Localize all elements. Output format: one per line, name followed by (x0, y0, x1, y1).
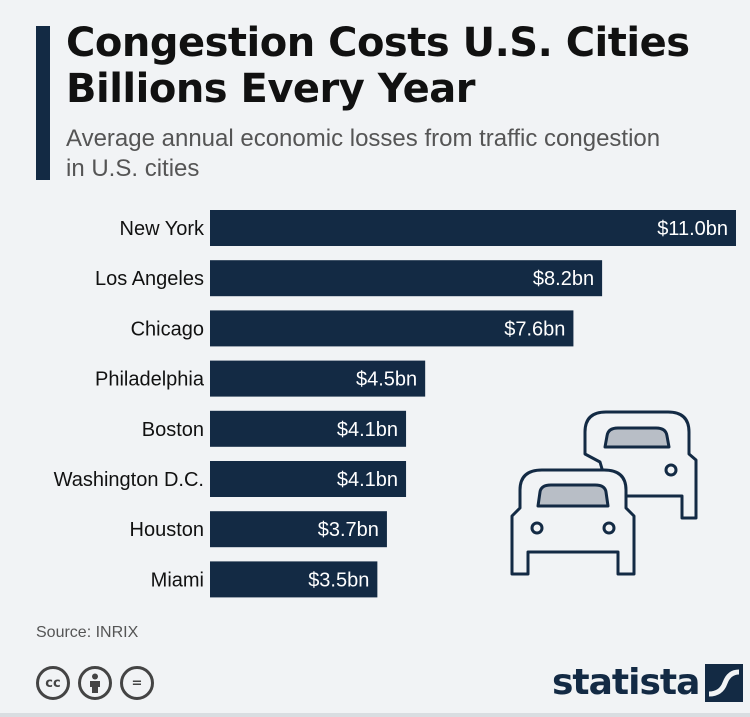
no-derivatives-icon[interactable]: = (120, 666, 154, 700)
data-label: $3.7bn (318, 519, 379, 541)
title-accent-bar (36, 26, 50, 180)
statista-mark-icon (705, 663, 744, 702)
chart-title: Congestion Costs U.S. Cities Billions Ev… (66, 20, 726, 112)
category-label: New York (120, 218, 205, 240)
category-label: Chicago (131, 318, 204, 340)
category-label: Boston (142, 419, 204, 441)
data-label: $11.0bn (657, 218, 728, 240)
title-line-1: Congestion Costs U.S. Cities (66, 20, 690, 66)
chart-subtitle: Average annual economic losses from traf… (66, 124, 726, 184)
category-label: Washington D.C. (54, 469, 204, 491)
data-label: $4.5bn (356, 369, 417, 391)
data-label: $4.1bn (337, 469, 398, 491)
bar[interactable] (210, 561, 378, 598)
statista-logo[interactable]: statista (552, 662, 744, 703)
cc-icon[interactable]: cc (36, 666, 70, 700)
data-label: $4.1bn (337, 419, 398, 441)
source-note: Source: INRIX (36, 624, 139, 641)
category-label: Los Angeles (95, 268, 204, 290)
data-label: $7.6bn (504, 318, 565, 340)
bar[interactable] (210, 310, 574, 347)
license-icons: cc = (36, 666, 154, 700)
subtitle-line-2: in U.S. cities (66, 155, 200, 182)
bar[interactable] (210, 511, 387, 548)
subtitle-line-1: Average annual economic losses from traf… (66, 125, 661, 152)
bottom-border (0, 713, 750, 717)
bar[interactable] (210, 461, 407, 497)
bar[interactable] (210, 210, 736, 246)
brand-name: statista (552, 662, 700, 703)
bar[interactable] (210, 410, 407, 447)
category-label: Miami (151, 569, 204, 591)
bar-chart: New York $11.0bn Los Angeles $8.2bn Chicago $… (54, 210, 736, 598)
title-line-2: Billions Every Year (66, 66, 475, 112)
traffic-illustration (510, 410, 698, 576)
category-label: Houston (130, 519, 205, 541)
attribution-icon[interactable] (78, 666, 112, 700)
category-label: Philadelphia (95, 369, 205, 391)
data-label: $8.2bn (533, 268, 594, 290)
bar[interactable] (210, 360, 426, 397)
bar[interactable] (210, 260, 603, 297)
car-front-icon (510, 468, 636, 576)
data-label: $3.5bn (308, 569, 369, 591)
